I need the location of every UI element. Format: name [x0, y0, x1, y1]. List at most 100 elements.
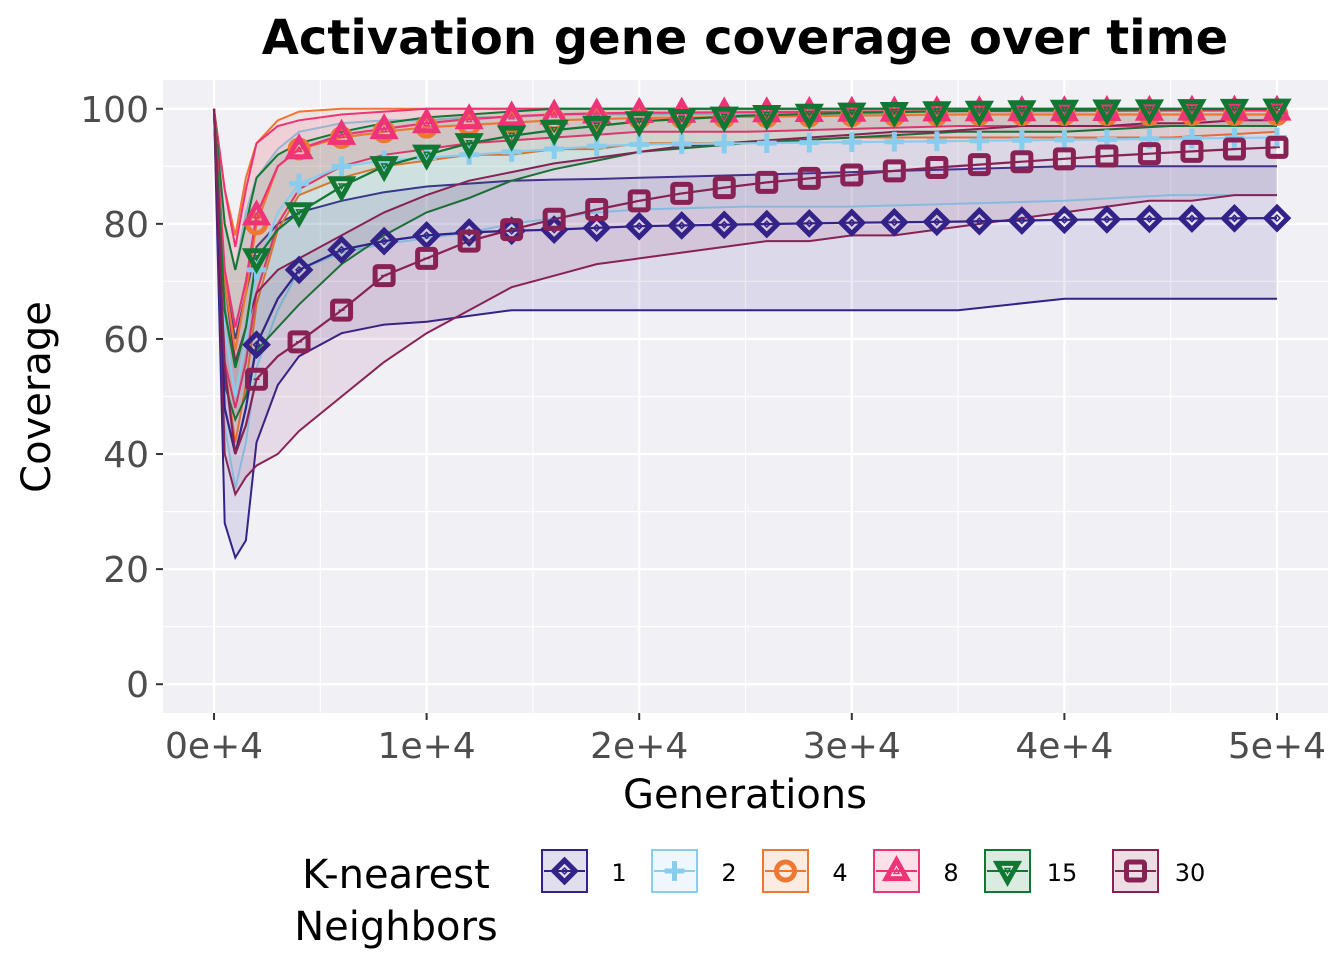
marker-1 [667, 211, 697, 240]
marker-dot [1272, 214, 1282, 223]
legend-item-2: 2 [651, 849, 737, 893]
marker-2 [1182, 128, 1202, 149]
legend-label: 2 [721, 859, 736, 887]
x-tick-label: 3e+4 [803, 726, 901, 767]
marker-dot [252, 211, 261, 219]
marker-dot [337, 245, 346, 254]
marker-2 [884, 131, 905, 152]
marker-15 [837, 102, 867, 129]
marker-dot [380, 125, 388, 133]
band-2 [214, 108, 1277, 489]
marker-dot [848, 109, 856, 117]
marker-dot [592, 122, 601, 130]
marker-dot [1102, 215, 1111, 224]
marker-8 [284, 133, 314, 160]
marker-dot [1273, 105, 1281, 113]
marker-1 [327, 235, 356, 265]
marker-8 [326, 118, 357, 145]
marker-15 [326, 176, 357, 203]
marker-shape [624, 111, 654, 138]
marker-shape [454, 133, 484, 160]
legend-items: 1 2 4 8 15 30 [541, 849, 1205, 893]
marker-shape [1095, 144, 1119, 168]
marker-shape [284, 202, 314, 229]
marker-shape [327, 235, 356, 265]
marker-30 [967, 153, 991, 177]
marker-dot [1145, 214, 1154, 223]
marker-30 [882, 159, 906, 183]
marker-15 [1262, 98, 1292, 125]
band-8 [214, 108, 1277, 409]
marker-15 [709, 106, 739, 133]
y-tick-label: 100 [80, 90, 149, 131]
marker-dot [294, 265, 304, 274]
legend-key-marker [550, 856, 579, 886]
marker-15 [964, 100, 994, 127]
marker-15 [497, 125, 527, 152]
legend-title-line: K-nearest [302, 852, 490, 898]
marker-2 [671, 134, 692, 154]
marker-1 [582, 213, 612, 243]
y-tick-label: 60 [103, 320, 149, 361]
marker-15 [241, 248, 272, 275]
marker-30 [712, 176, 736, 200]
marker-shape [284, 133, 314, 160]
marker-shape [624, 211, 654, 241]
marker-30 [925, 155, 949, 179]
marker-shape [1092, 205, 1122, 234]
marker-shape [1137, 142, 1161, 166]
marker-shape [992, 860, 1023, 887]
marker-dot [890, 218, 899, 227]
marker-1 [752, 209, 782, 239]
marker-30 [1137, 142, 1161, 166]
marker-1 [794, 209, 824, 238]
marker-shape [1180, 139, 1204, 163]
marker-8 [241, 199, 272, 226]
marker-1 [709, 210, 739, 240]
marker-dot [560, 866, 569, 876]
marker-dot [592, 109, 601, 117]
marker-2 [926, 131, 947, 152]
marker-shape [585, 197, 609, 221]
marker-1 [369, 226, 399, 256]
marker-1 [412, 221, 441, 250]
marker-shape [582, 213, 612, 243]
marker-2 [714, 133, 735, 154]
marker-30 [245, 367, 269, 391]
marker-shape [752, 209, 782, 239]
marker-shape [712, 176, 736, 200]
band-30 [214, 108, 1277, 495]
marker-30 [500, 218, 524, 242]
marker-8 [582, 97, 612, 124]
legend-label: 1 [611, 859, 626, 887]
marker-dot [720, 113, 729, 121]
marker-1 [284, 255, 314, 285]
marker-shape [922, 207, 952, 237]
marker-dot [550, 126, 558, 134]
marker-dot [507, 132, 516, 140]
marker-shape [840, 163, 864, 187]
y-tick-label: 0 [126, 665, 149, 706]
marker-8 [454, 103, 484, 130]
marker-shape [670, 181, 694, 205]
marker-2 [289, 173, 309, 194]
marker-dot [422, 119, 431, 127]
marker-shape [1007, 100, 1037, 127]
marker-1 [1135, 204, 1164, 234]
marker-2 [1054, 129, 1075, 150]
marker-30 [1095, 144, 1119, 168]
marker-shape [369, 156, 399, 183]
marker-dot [380, 237, 389, 246]
marker-shape [369, 226, 399, 256]
marker-shape [837, 208, 867, 238]
marker-15 [1092, 99, 1122, 126]
marker-1 [837, 208, 867, 238]
marker-dot [1018, 107, 1026, 114]
legend-label: 15 [1047, 859, 1078, 887]
marker-shape [774, 859, 797, 883]
x-axis-title: Generations [623, 772, 867, 818]
marker-shape [372, 264, 396, 288]
marker-shape [922, 101, 952, 128]
marker-shape [1177, 99, 1207, 126]
